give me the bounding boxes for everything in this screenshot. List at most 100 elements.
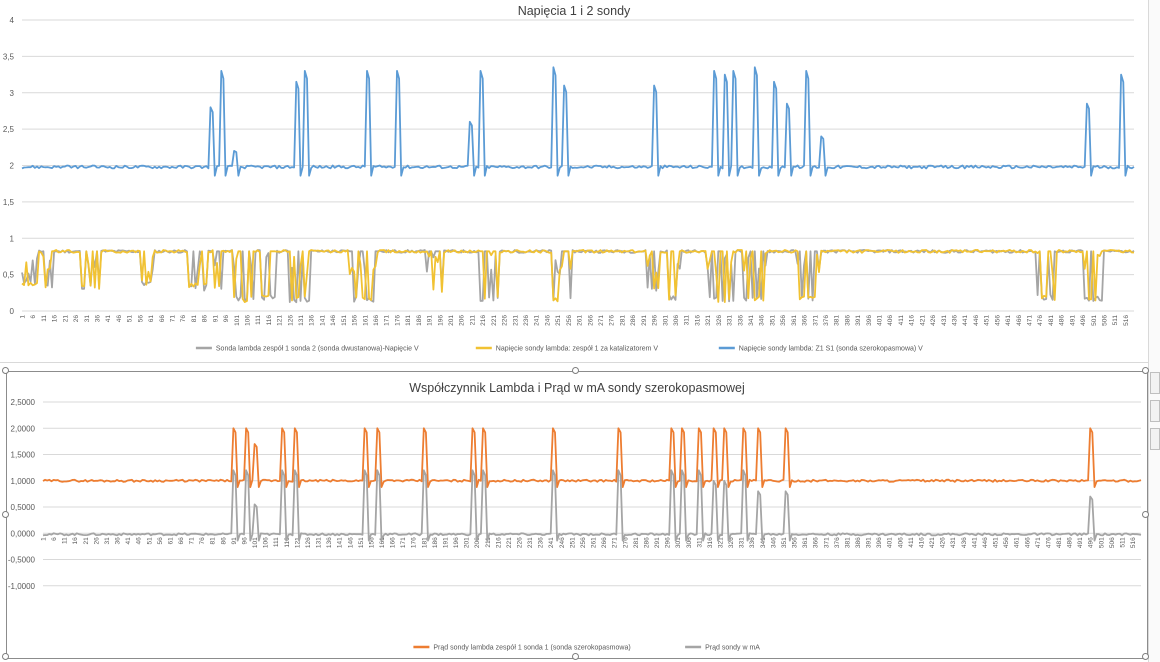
x-tick-label: 271 [598,315,605,326]
x-tick-label: 466 [1016,315,1023,326]
x-tick-label: 216 [480,315,487,326]
x-tick-label: 241 [548,537,555,548]
legend-entry: Prąd sondy lambda zespół 1 sonda 1 (sond… [433,645,630,652]
x-tick-label: 466 [1024,537,1031,548]
x-tick-label: 171 [400,537,407,548]
x-tick-label: 371 [823,537,830,548]
lambda-current-chart[interactable]: Współczynnik Lambda i Prąd w mA sondy sz… [6,371,1148,659]
x-tick-label: 161 [379,537,386,548]
y-tick-label: 1,0000 [11,477,36,486]
x-tick-label: 116 [266,315,273,326]
x-tick-label: 191 [442,537,449,548]
x-tick-label: 261 [577,315,584,326]
x-tick-label: 391 [866,537,873,548]
y-tick-label: -1,0000 [8,582,36,591]
x-tick-label: 56 [137,315,144,323]
resize-handle-bottom-right[interactable] [1142,653,1149,660]
x-tick-label: 66 [178,537,185,545]
x-tick-label: 406 [897,537,904,548]
y-tick-label: 0,5000 [11,503,36,512]
chart-title: Współczynnik Lambda i Prąd w mA sondy sz… [409,381,745,395]
x-tick-label: 21 [62,315,69,323]
chart-filters-button[interactable] [1150,428,1160,450]
x-tick-label: 501 [1091,315,1098,326]
x-tick-label: 286 [643,537,650,548]
x-tick-label: 171 [384,315,391,326]
x-tick-label: 406 [887,315,894,326]
x-tick-label: 91 [212,315,219,323]
x-tick-label: 446 [973,315,980,326]
resize-handle-top-right[interactable] [1142,367,1149,374]
x-tick-label: 251 [569,537,576,548]
x-tick-label: 246 [559,537,566,548]
x-tick-label: 106 [263,537,270,548]
x-tick-label: 396 [866,315,873,326]
x-tick-label: 316 [707,537,714,548]
resize-handle-bottom[interactable] [572,653,579,660]
x-tick-label: 196 [437,315,444,326]
x-tick-label: 481 [1056,537,1063,548]
x-tick-label: 56 [157,537,164,545]
x-tick-label: 421 [919,315,926,326]
x-tick-label: 236 [538,537,545,548]
x-tick-label: 266 [587,315,594,326]
x-tick-label: 41 [105,315,112,323]
x-tick-label: 81 [210,537,217,545]
chart-elements-button[interactable] [1150,372,1160,394]
x-tick-label: 71 [189,537,196,545]
voltage-chart-plot: 00,511,522,533,541 6 11 16 21 26 31 36 41 46 51 56 6… [3,16,1135,353]
resize-handle-right[interactable] [1142,511,1149,518]
x-tick-label: 166 [373,315,380,326]
x-tick-label: 481 [1048,315,1055,326]
x-tick-label: 506 [1109,537,1116,548]
x-tick-label: 51 [127,315,134,323]
x-tick-label: 326 [728,537,735,548]
x-tick-label: 471 [1027,315,1034,326]
x-tick-label: 436 [961,537,968,548]
x-tick-label: 96 [223,315,230,323]
x-tick-label: 501 [1098,537,1105,548]
x-tick-label: 246 [544,315,551,326]
x-tick-label: 456 [994,315,1001,326]
x-tick-label: 106 [244,315,251,326]
x-tick-label: 426 [940,537,947,548]
x-tick-label: 186 [432,537,439,548]
resize-handle-top[interactable] [572,367,579,374]
resize-handle-bottom-left[interactable] [2,653,9,660]
series-line [42,469,1142,542]
x-tick-label: 486 [1067,537,1074,548]
y-tick-label: 4 [10,16,15,25]
y-tick-label: 0,5 [3,271,15,280]
x-tick-label: 11 [41,315,48,322]
lambda-current-chart-plot: -1,0000 -0,5000 0,0000 0,5000 1,0000 1,5000 2,… [8,398,1142,652]
x-tick-label: 16 [72,537,79,545]
x-tick-label: 141 [319,315,326,326]
x-tick-label: 6 [30,315,37,319]
x-tick-label: 191 [427,315,434,326]
x-tick-label: 241 [534,315,541,326]
resize-handle-top-left[interactable] [2,367,9,374]
x-tick-label: 321 [717,537,724,548]
chart-styles-button[interactable] [1150,400,1160,422]
x-tick-label: 306 [686,537,693,548]
x-tick-label: 326 [716,315,723,326]
x-tick-label: 391 [855,315,862,326]
x-tick-label: 201 [448,315,455,326]
x-tick-label: 366 [813,537,820,548]
x-tick-label: 461 [1014,537,1021,548]
x-tick-label: 511 [1112,315,1119,326]
x-tick-label: 476 [1037,315,1044,326]
x-tick-label: 291 [654,537,661,548]
x-tick-label: 361 [791,315,798,326]
x-tick-label: 336 [737,315,744,326]
voltage-chart[interactable]: Napięcia 1 i 2 sondy 0 0,5 1 1,5 2 2,5 3 3,5 4 1 6… [0,0,1149,363]
x-tick-label: 1 [20,315,27,319]
x-tick-label: 261 [591,537,598,548]
x-tick-label: 311 [684,315,691,326]
resize-handle-left[interactable] [2,511,9,518]
x-tick-label: 451 [984,315,991,326]
x-tick-label: 306 [673,315,680,326]
sheet-gutter [1148,0,1160,662]
legend-entry: Napięcie sondy lambda: Z1 S1 (sonda szer… [739,346,923,353]
x-tick-label: 161 [362,315,369,326]
